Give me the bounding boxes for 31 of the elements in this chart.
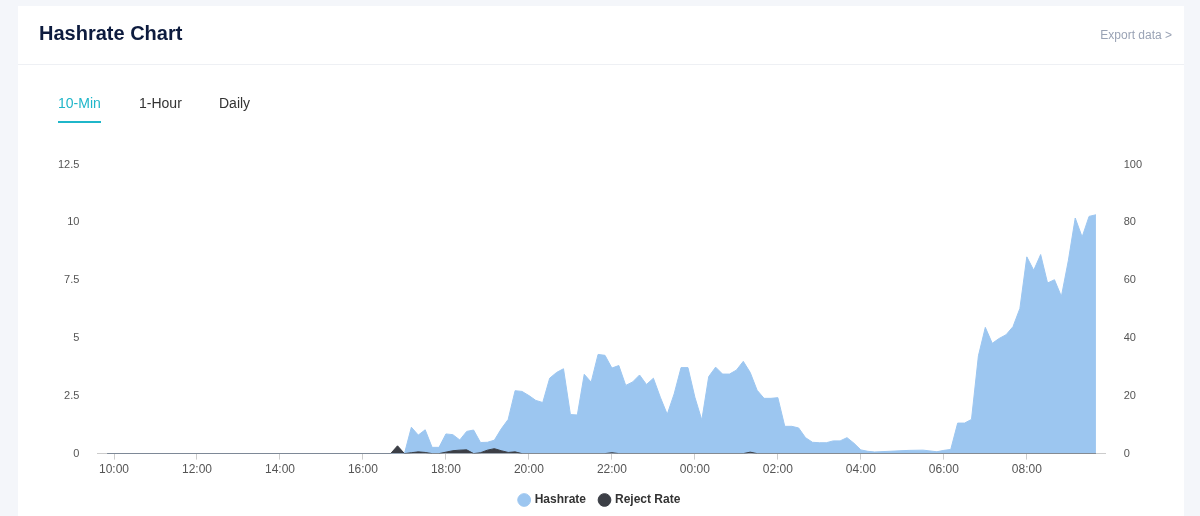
text: Daily: [219, 95, 251, 113]
x-tick-label: 16:00: [347, 462, 379, 477]
x-tick-label: 02:00: [762, 462, 794, 477]
y-tick-label: 12.5: [57, 157, 80, 170]
x-tick-label: 06:00: [928, 462, 960, 477]
legend-label: Hashrate: [534, 492, 587, 507]
text: 10-Min: [58, 95, 101, 123]
x-tick-label: 22:00: [596, 462, 628, 477]
y-tick-label: 5: [73, 331, 80, 344]
x-tick-label: 20:00: [513, 462, 545, 477]
y-tick-label: 0: [73, 446, 80, 459]
x-tick-label: 18:00: [430, 462, 462, 477]
x-tick-label: 08:00: [1011, 462, 1043, 477]
text: 1-Hour: [139, 95, 182, 113]
legend-label: Reject Rate: [615, 492, 681, 507]
y2-tick-label: 60: [1123, 273, 1136, 286]
y2-tick-label: 40: [1123, 331, 1136, 344]
y2-tick-label: 100: [1123, 157, 1143, 170]
x-tick-label: 10:00: [98, 462, 130, 477]
y2-tick-label: 80: [1123, 215, 1136, 228]
y2-tick-label: 20: [1123, 388, 1136, 401]
y-tick-label: 2.5: [64, 388, 80, 401]
x-tick-label: 14:00: [264, 462, 296, 477]
chart-title: Hashrate Chart: [39, 22, 183, 45]
y-tick-label: 7.5: [64, 273, 80, 286]
y2-tick-label: 0: [1123, 446, 1130, 459]
x-tick-label: 00:00: [679, 462, 711, 477]
x-tick-label: 12:00: [181, 462, 213, 477]
y-tick-label: 10: [67, 215, 80, 228]
x-tick-label: 04:00: [845, 462, 877, 477]
text: Export data >: [1100, 28, 1172, 42]
